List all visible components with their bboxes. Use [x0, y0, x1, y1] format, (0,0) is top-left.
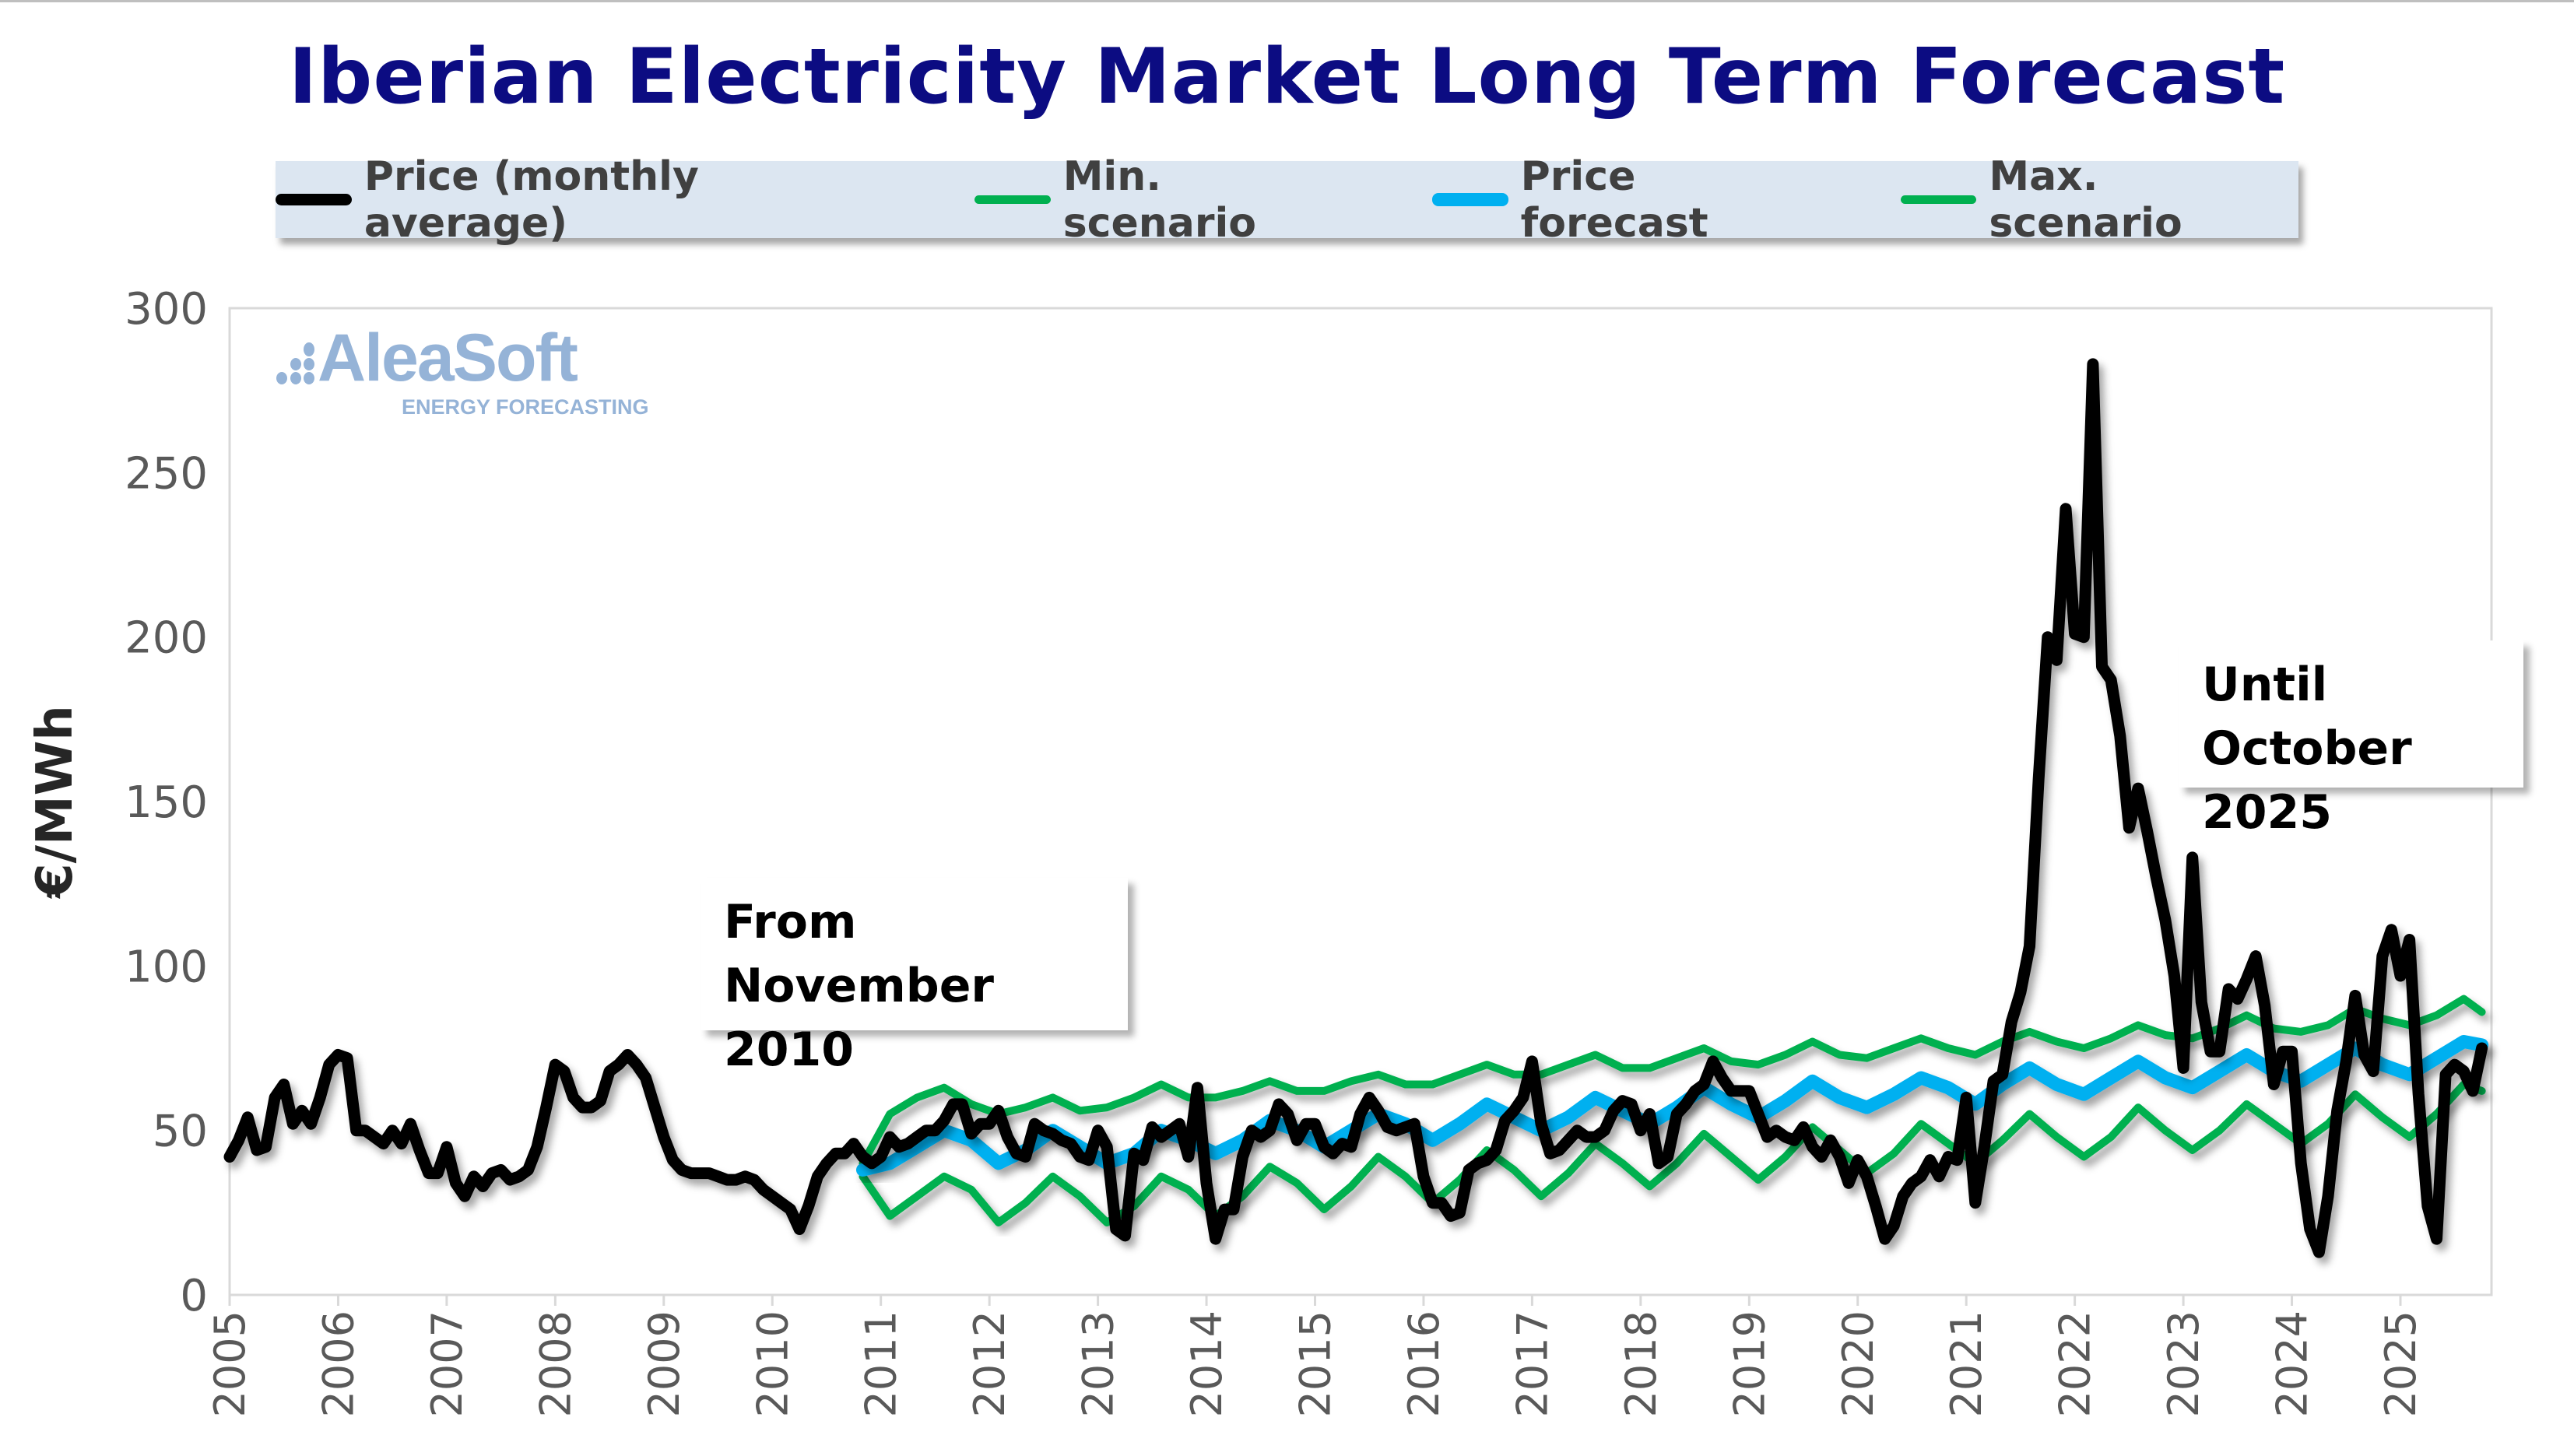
x-tick-label: 2020 [1834, 1310, 1883, 1417]
annotation-from: From November 2010 [701, 878, 1128, 1077]
legend-swatch-min [974, 195, 1051, 204]
x-tick-label: 2006 [314, 1310, 363, 1417]
plot-area [228, 307, 2493, 1296]
x-tick-label: 2012 [965, 1310, 1014, 1417]
y-tick-label: 50 [153, 1107, 208, 1157]
x-tick-label: 2014 [1182, 1310, 1231, 1417]
logo-dots-icon [276, 342, 314, 384]
series-line-price-monthly-average [223, 358, 2488, 1258]
aleasoft-logo: AleaSoft ENERGY FORECASTING [271, 322, 676, 423]
x-tick-label: 2011 [857, 1310, 906, 1417]
x-tick-label: 2018 [1617, 1310, 1666, 1417]
annotation-from-line1: From [724, 895, 857, 949]
x-tick-label: 2025 [2376, 1310, 2425, 1417]
annotation-from-line2: November 2010 [724, 959, 994, 1077]
legend-swatch-max [1900, 195, 1977, 204]
x-tick-label: 2009 [640, 1310, 689, 1417]
legend-item-max: Max. scenario [1900, 153, 2298, 247]
legend-label: Min. scenario [1062, 153, 1257, 247]
y-tick-label: 300 [125, 284, 208, 335]
x-tick-label: 2017 [1508, 1310, 1557, 1417]
y-tick-label: 200 [125, 613, 208, 664]
legend-swatch-price [276, 194, 352, 205]
x-tick-label: 2023 [2159, 1310, 2208, 1417]
y-axis-label: €/MWh [26, 705, 84, 900]
x-tick-label: 2016 [1399, 1310, 1449, 1417]
x-tick-label: 2010 [748, 1310, 797, 1417]
annotation-until-line1: Until [2202, 658, 2328, 712]
annotation-until: Until October 2025 [2179, 640, 2523, 840]
y-tick-label: 100 [125, 942, 208, 992]
x-tick-label: 2007 [423, 1310, 472, 1417]
legend-label: Max. scenario [1989, 153, 2182, 247]
x-tick-label: 2021 [1942, 1310, 1991, 1417]
legend-item-min: Min. scenario [974, 153, 1362, 247]
x-tick-label: 2005 [205, 1310, 255, 1417]
top-border [0, 0, 2574, 2]
chart-title: Iberian Electricity Market Long Term For… [288, 33, 2286, 121]
logo-tagline: ENERGY FORECASTING [402, 395, 649, 419]
y-tick-label: 250 [125, 448, 208, 499]
x-tick-label: 2015 [1291, 1310, 1340, 1417]
x-tick-label: 2022 [2051, 1310, 2100, 1417]
annotation-until-line2: October 2025 [2202, 721, 2412, 840]
y-tick-label: 0 [180, 1271, 208, 1321]
x-tick-label: 2019 [1725, 1310, 1774, 1417]
legend-swatch-forecast [1431, 193, 1508, 206]
legend-label: Price (monthly average) [363, 153, 699, 247]
legend-item-forecast: Price forecast [1431, 153, 1831, 247]
x-tick-label: 2008 [531, 1310, 580, 1417]
logo-name: AleaSoft [318, 321, 578, 395]
x-tick-label: 2013 [1074, 1310, 1123, 1417]
legend-label: Price forecast [1520, 153, 1708, 247]
legend-item-price: Price (monthly average) [276, 153, 904, 247]
legend: Price (monthly average) Min. scenario Pr… [276, 153, 2298, 247]
y-tick-label: 150 [125, 777, 208, 828]
x-tick-label: 2024 [2268, 1310, 2317, 1417]
